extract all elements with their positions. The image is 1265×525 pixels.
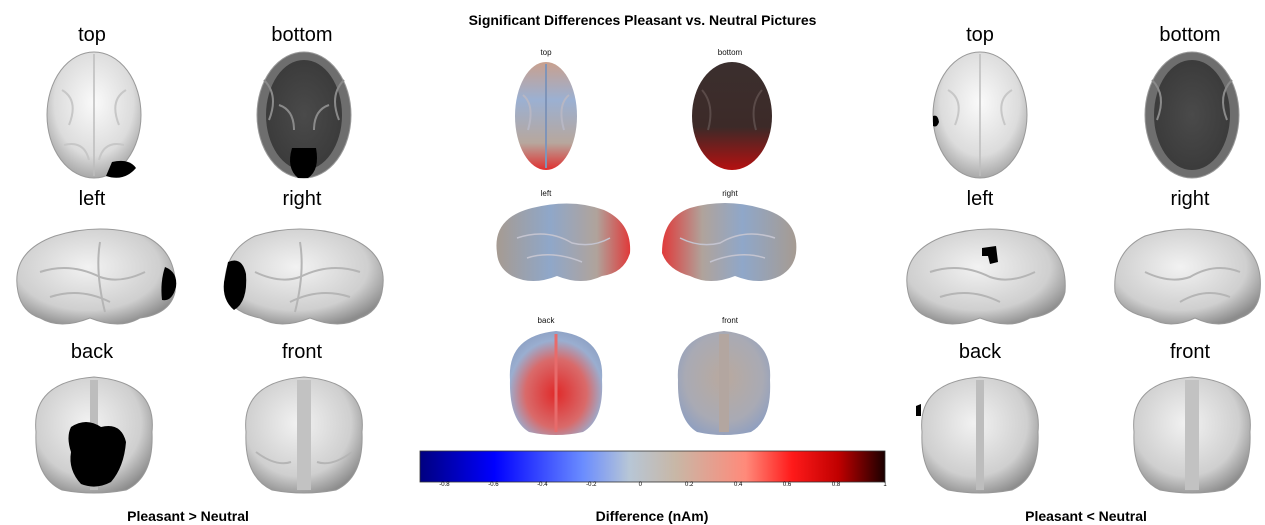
colorbar-tick-label: -0.6 [488, 482, 499, 488]
colorbar-tick-label: 0 [638, 482, 642, 488]
significant-region [161, 267, 177, 301]
right-view-label-bottom: bottom [1159, 24, 1221, 46]
significant-region [982, 246, 998, 264]
right-brain-back-view [916, 376, 1039, 494]
figure-title: Significant Differences Pleasant vs. Neu… [468, 12, 817, 28]
view-label-left: left [78, 188, 106, 210]
colorbar-tick-label: 0.8 [831, 482, 841, 488]
colorbar-tick-label: -0.4 [537, 482, 548, 488]
right-view-label-top: top [966, 24, 994, 46]
center-view-label-left: left [540, 189, 552, 198]
colorbar-tick-label: -0.8 [439, 482, 450, 488]
right-brain-bottom-view [1144, 51, 1240, 179]
significant-region [68, 422, 126, 487]
view-label-front: front [281, 341, 323, 363]
center-view-label-back: back [537, 316, 555, 325]
center-brain-back-view [509, 331, 603, 435]
center-view-label-top: top [540, 48, 552, 57]
significant-region [290, 148, 317, 178]
right-brain-left-view [906, 228, 1066, 325]
center-brain-top-view [515, 62, 577, 170]
brain-back-view [35, 376, 153, 494]
brain-right-view [223, 228, 384, 325]
center-view-label-right: right [722, 189, 738, 198]
view-label-top: top [78, 24, 106, 46]
colorbar-tick-label: -0.2 [586, 482, 597, 488]
significant-region [933, 115, 939, 127]
left-panel-caption: Pleasant > Neutral [127, 508, 249, 524]
right-view-label-left: left [966, 188, 994, 210]
right-view-label-right: right [1170, 188, 1210, 210]
colorbar-tick-label: 0.6 [782, 482, 792, 488]
right-panel-caption: Pleasant < Neutral [1025, 508, 1147, 524]
view-label-right: right [282, 188, 322, 210]
colorbar-tick-label: 0.4 [733, 482, 743, 488]
right-brain-right-view [1114, 228, 1261, 325]
significant-region [223, 260, 247, 310]
colorbar [419, 450, 886, 483]
center-brain-left-view [496, 203, 631, 281]
center-brain-right-view [662, 203, 797, 281]
center-brain-front-view [677, 331, 771, 435]
view-label-back: back [70, 341, 114, 363]
center-panel-caption: Difference (nAm) [595, 508, 709, 524]
significant-region [106, 160, 136, 178]
right-brain-front-view [1133, 376, 1251, 494]
brain-top-view [46, 51, 142, 179]
right-brain-top-view [932, 51, 1028, 179]
center-view-label-bottom: bottom [717, 48, 743, 57]
right-view-label-front: front [1169, 341, 1211, 363]
significant-region [916, 404, 921, 416]
colorbar-tick-label: 0.2 [685, 482, 694, 488]
center-view-label-front: front [721, 316, 738, 325]
view-label-bottom: bottom [271, 24, 333, 46]
brain-bottom-view [256, 51, 352, 179]
colorbar-tick-label: 1 [883, 482, 887, 488]
right-view-label-back: back [958, 341, 1002, 363]
center-brain-bottom-view [692, 62, 772, 170]
brain-front-view [245, 376, 363, 494]
brain-left-view [16, 228, 177, 325]
